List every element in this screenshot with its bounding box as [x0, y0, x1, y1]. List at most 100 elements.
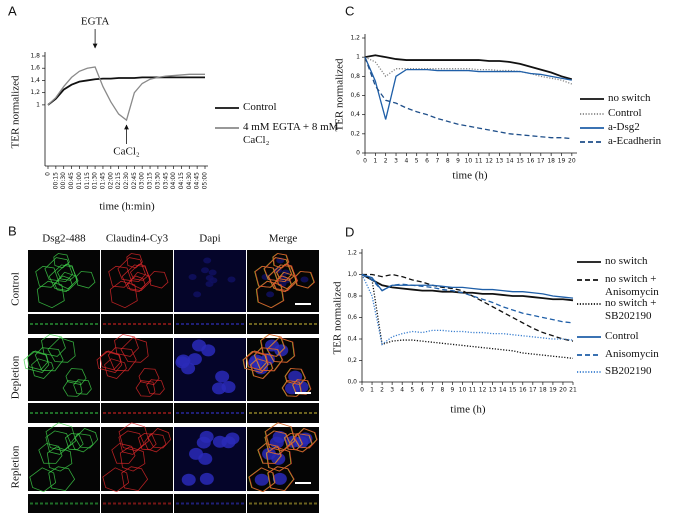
x-tick-label: 1 [373, 158, 377, 165]
nucleus [227, 276, 236, 283]
micrograph [28, 427, 100, 491]
micrograph-strip [174, 314, 246, 334]
y-tick-label: 1,8 [30, 53, 40, 60]
x-axis-title: time (h) [452, 170, 487, 182]
x-tick-label: 14 [506, 158, 514, 165]
cell-outline [290, 433, 314, 453]
x-tick-label: 2 [380, 387, 384, 394]
micrograph-strip [101, 494, 173, 513]
nucleus [196, 436, 211, 449]
x-tick-label: 21 [569, 387, 577, 394]
x-tick-label: 02:00 [107, 172, 114, 189]
x-tick-label: 0 [360, 387, 364, 394]
micrograph-strip [28, 403, 100, 423]
micrograph-strip [174, 403, 246, 423]
series-line [364, 56, 572, 140]
x-tick-label: 15 [509, 387, 517, 394]
x-tick-label: 02:15 [115, 172, 122, 189]
x-tick-label: 04:30 [186, 172, 193, 189]
x-tick-label: 00:30 [60, 172, 67, 189]
cell-outline [48, 466, 76, 492]
cell-outline [121, 264, 152, 292]
y-tick-label: 0,2 [350, 130, 360, 137]
annotation: CaCl₂ [113, 146, 140, 158]
legend-item: a-Ecadherin [608, 135, 661, 147]
x-tick-label: 4 [404, 158, 408, 165]
legend-label: no switch [605, 255, 648, 267]
cell-outline [114, 333, 139, 357]
y-tick-label: 1,0 [347, 271, 357, 278]
cell-outline [256, 280, 285, 309]
x-tick-label: 17 [537, 158, 545, 165]
cell-outline [254, 347, 284, 372]
cell-outline [282, 380, 303, 397]
x-tick-label: 11 [469, 387, 477, 394]
row-label: Repletion [10, 445, 22, 488]
cell-outline [44, 257, 73, 283]
series-line [364, 56, 572, 120]
cell-outline [47, 337, 76, 363]
cell-outline [109, 280, 138, 309]
legend-item: a-Dsg2 [608, 121, 640, 133]
cell-outline [36, 280, 65, 309]
legend-item: Anisomycin [605, 348, 659, 360]
x-tick-label: 02:45 [131, 172, 138, 189]
x-tick-label: 13 [489, 387, 497, 394]
nucleus [199, 472, 214, 485]
legend-item: Control [608, 107, 642, 119]
cell-outline [126, 253, 143, 269]
legend-label: Control [605, 330, 639, 342]
cell-outline [73, 379, 92, 395]
x-tick-label: 11 [475, 158, 483, 165]
micrograph-strip [174, 494, 246, 513]
cell-outline [272, 253, 290, 269]
cell-outline [31, 358, 54, 379]
x-tick-label: 5 [410, 387, 414, 394]
cell-outline [41, 333, 66, 357]
cell-outline [285, 368, 307, 386]
x-tick-label: 7 [435, 158, 439, 165]
series-line [361, 273, 574, 324]
panel-label: C [345, 3, 354, 18]
x-axis-title: time (h) [450, 404, 485, 416]
x-tick-label: 19 [558, 158, 566, 165]
legend-label: no switch [608, 92, 651, 104]
cell-outline [144, 433, 167, 453]
cell-outline [108, 265, 132, 288]
y-tick-label: 0,8 [347, 293, 357, 300]
cell-outline [250, 358, 274, 379]
x-tick-label: 16 [519, 387, 527, 394]
nucleus [254, 473, 269, 486]
x-tick-label: 18 [547, 158, 555, 165]
nucleus [181, 473, 196, 486]
cell-outline [135, 380, 156, 397]
column-header: Dsg2-488 [42, 233, 86, 245]
nucleus [203, 257, 212, 264]
cell-outline [266, 446, 292, 472]
cell-outline [29, 467, 57, 493]
x-tick-label: 04:15 [178, 172, 185, 189]
x-tick-label: 1 [370, 387, 374, 394]
x-tick-label: 5 [415, 158, 419, 165]
legend-label: Control [608, 107, 642, 119]
legend-item: no switch + Anisomycin [605, 273, 659, 298]
micrograph [101, 427, 173, 491]
nucleus [193, 291, 202, 298]
nucleus [272, 472, 287, 485]
cell-outline [121, 466, 149, 492]
y-tick-label: 1,2 [347, 250, 357, 257]
nucleus [192, 339, 207, 352]
series-line [364, 56, 573, 85]
nucleus [181, 362, 196, 375]
cell-outline [147, 428, 172, 449]
x-tick-label: 10 [465, 158, 473, 165]
x-tick-label: 03:45 [162, 172, 169, 189]
nucleus [205, 274, 214, 281]
cell-outline [243, 350, 269, 373]
x-tick-label: 4 [400, 387, 404, 394]
nucleus [188, 273, 197, 280]
cell-outline [35, 265, 59, 288]
cell-outline [120, 337, 149, 363]
cell-outline [129, 263, 149, 281]
